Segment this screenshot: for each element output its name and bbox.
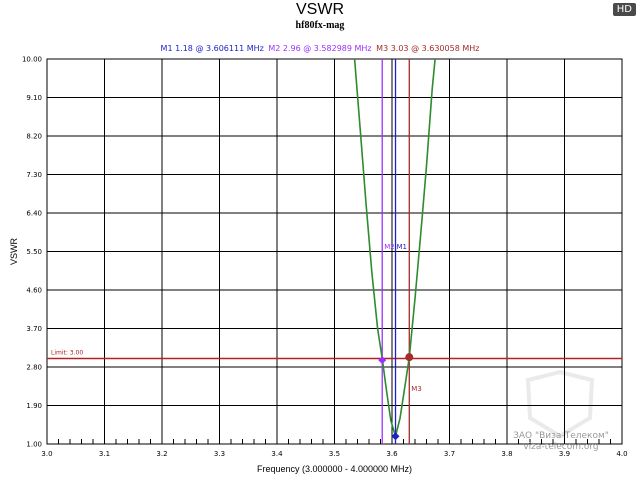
y-tick-label: 8.20 — [26, 133, 42, 141]
chart-title: VSWR — [296, 1, 344, 18]
y-tick-label: 1.00 — [26, 441, 42, 449]
marker-legend-m1: M1 1.18 @ 3.606111 MHz — [160, 44, 264, 53]
x-tick-label: 3.2 — [156, 450, 167, 458]
y-tick-label: 2.80 — [26, 364, 42, 372]
y-tick-label: 9.10 — [26, 94, 42, 102]
x-tick-label: 3.3 — [214, 450, 225, 458]
x-tick-label: 3.1 — [99, 450, 110, 458]
x-axis-label: Frequency (3.000000 - 4.000000 MHz) — [257, 464, 412, 474]
x-tick-label: 3.4 — [271, 450, 283, 458]
y-tick-label: 10.00 — [22, 56, 42, 64]
watermark-url: viza-telecom.org — [523, 442, 599, 452]
watermark: ЗАО "Виза-Телеком" viza-telecom.org — [506, 431, 616, 453]
marker-point-m1 — [391, 432, 400, 441]
y-axis-label: VSWR — [9, 237, 19, 265]
chart-subtitle: hf80fx-mag — [295, 20, 345, 31]
marker-legend-m2: M2 2.96 @ 3.582989 MHz — [268, 44, 372, 53]
x-tick-label: 4.0 — [616, 450, 627, 458]
watermark-shield — [525, 369, 595, 439]
watermark-logo — [525, 369, 595, 439]
x-tick-label: 3.0 — [41, 450, 52, 458]
watermark-company: ЗАО "Виза-Телеком" — [513, 431, 609, 441]
marker-legend: M1 1.18 @ 3.606111 MHz M2 2.96 @ 3.58298… — [0, 44, 640, 53]
x-tick-label: 3.8 — [501, 450, 512, 458]
hd-badge[interactable]: HD — [612, 3, 636, 16]
x-tick-label: 3.9 — [559, 450, 570, 458]
y-tick-label: 4.60 — [26, 287, 42, 295]
x-tick-label: 3.7 — [444, 450, 455, 458]
marker-legend-m3: M3 3.03 @ 3.630058 MHz — [376, 44, 480, 53]
marker-label-m3: M3 — [411, 385, 422, 393]
y-tick-label: 3.70 — [26, 325, 42, 333]
x-tick-label: 3.5 — [329, 450, 340, 458]
y-tick-label: 7.30 — [26, 171, 42, 179]
limit-label: Limit: 3.00 — [51, 349, 83, 356]
y-tick-label: 5.50 — [26, 248, 42, 256]
marker-point-m3 — [405, 353, 414, 362]
x-tick-label: 3.6 — [386, 450, 398, 458]
marker-label-m2: M2 — [384, 243, 395, 251]
marker-label-m1: M1 — [397, 243, 408, 251]
y-tick-label: 6.40 — [26, 210, 42, 218]
marker-point-m2 — [378, 356, 387, 365]
vswr-series-line — [353, 58, 436, 440]
y-tick-label: 1.90 — [26, 402, 42, 410]
